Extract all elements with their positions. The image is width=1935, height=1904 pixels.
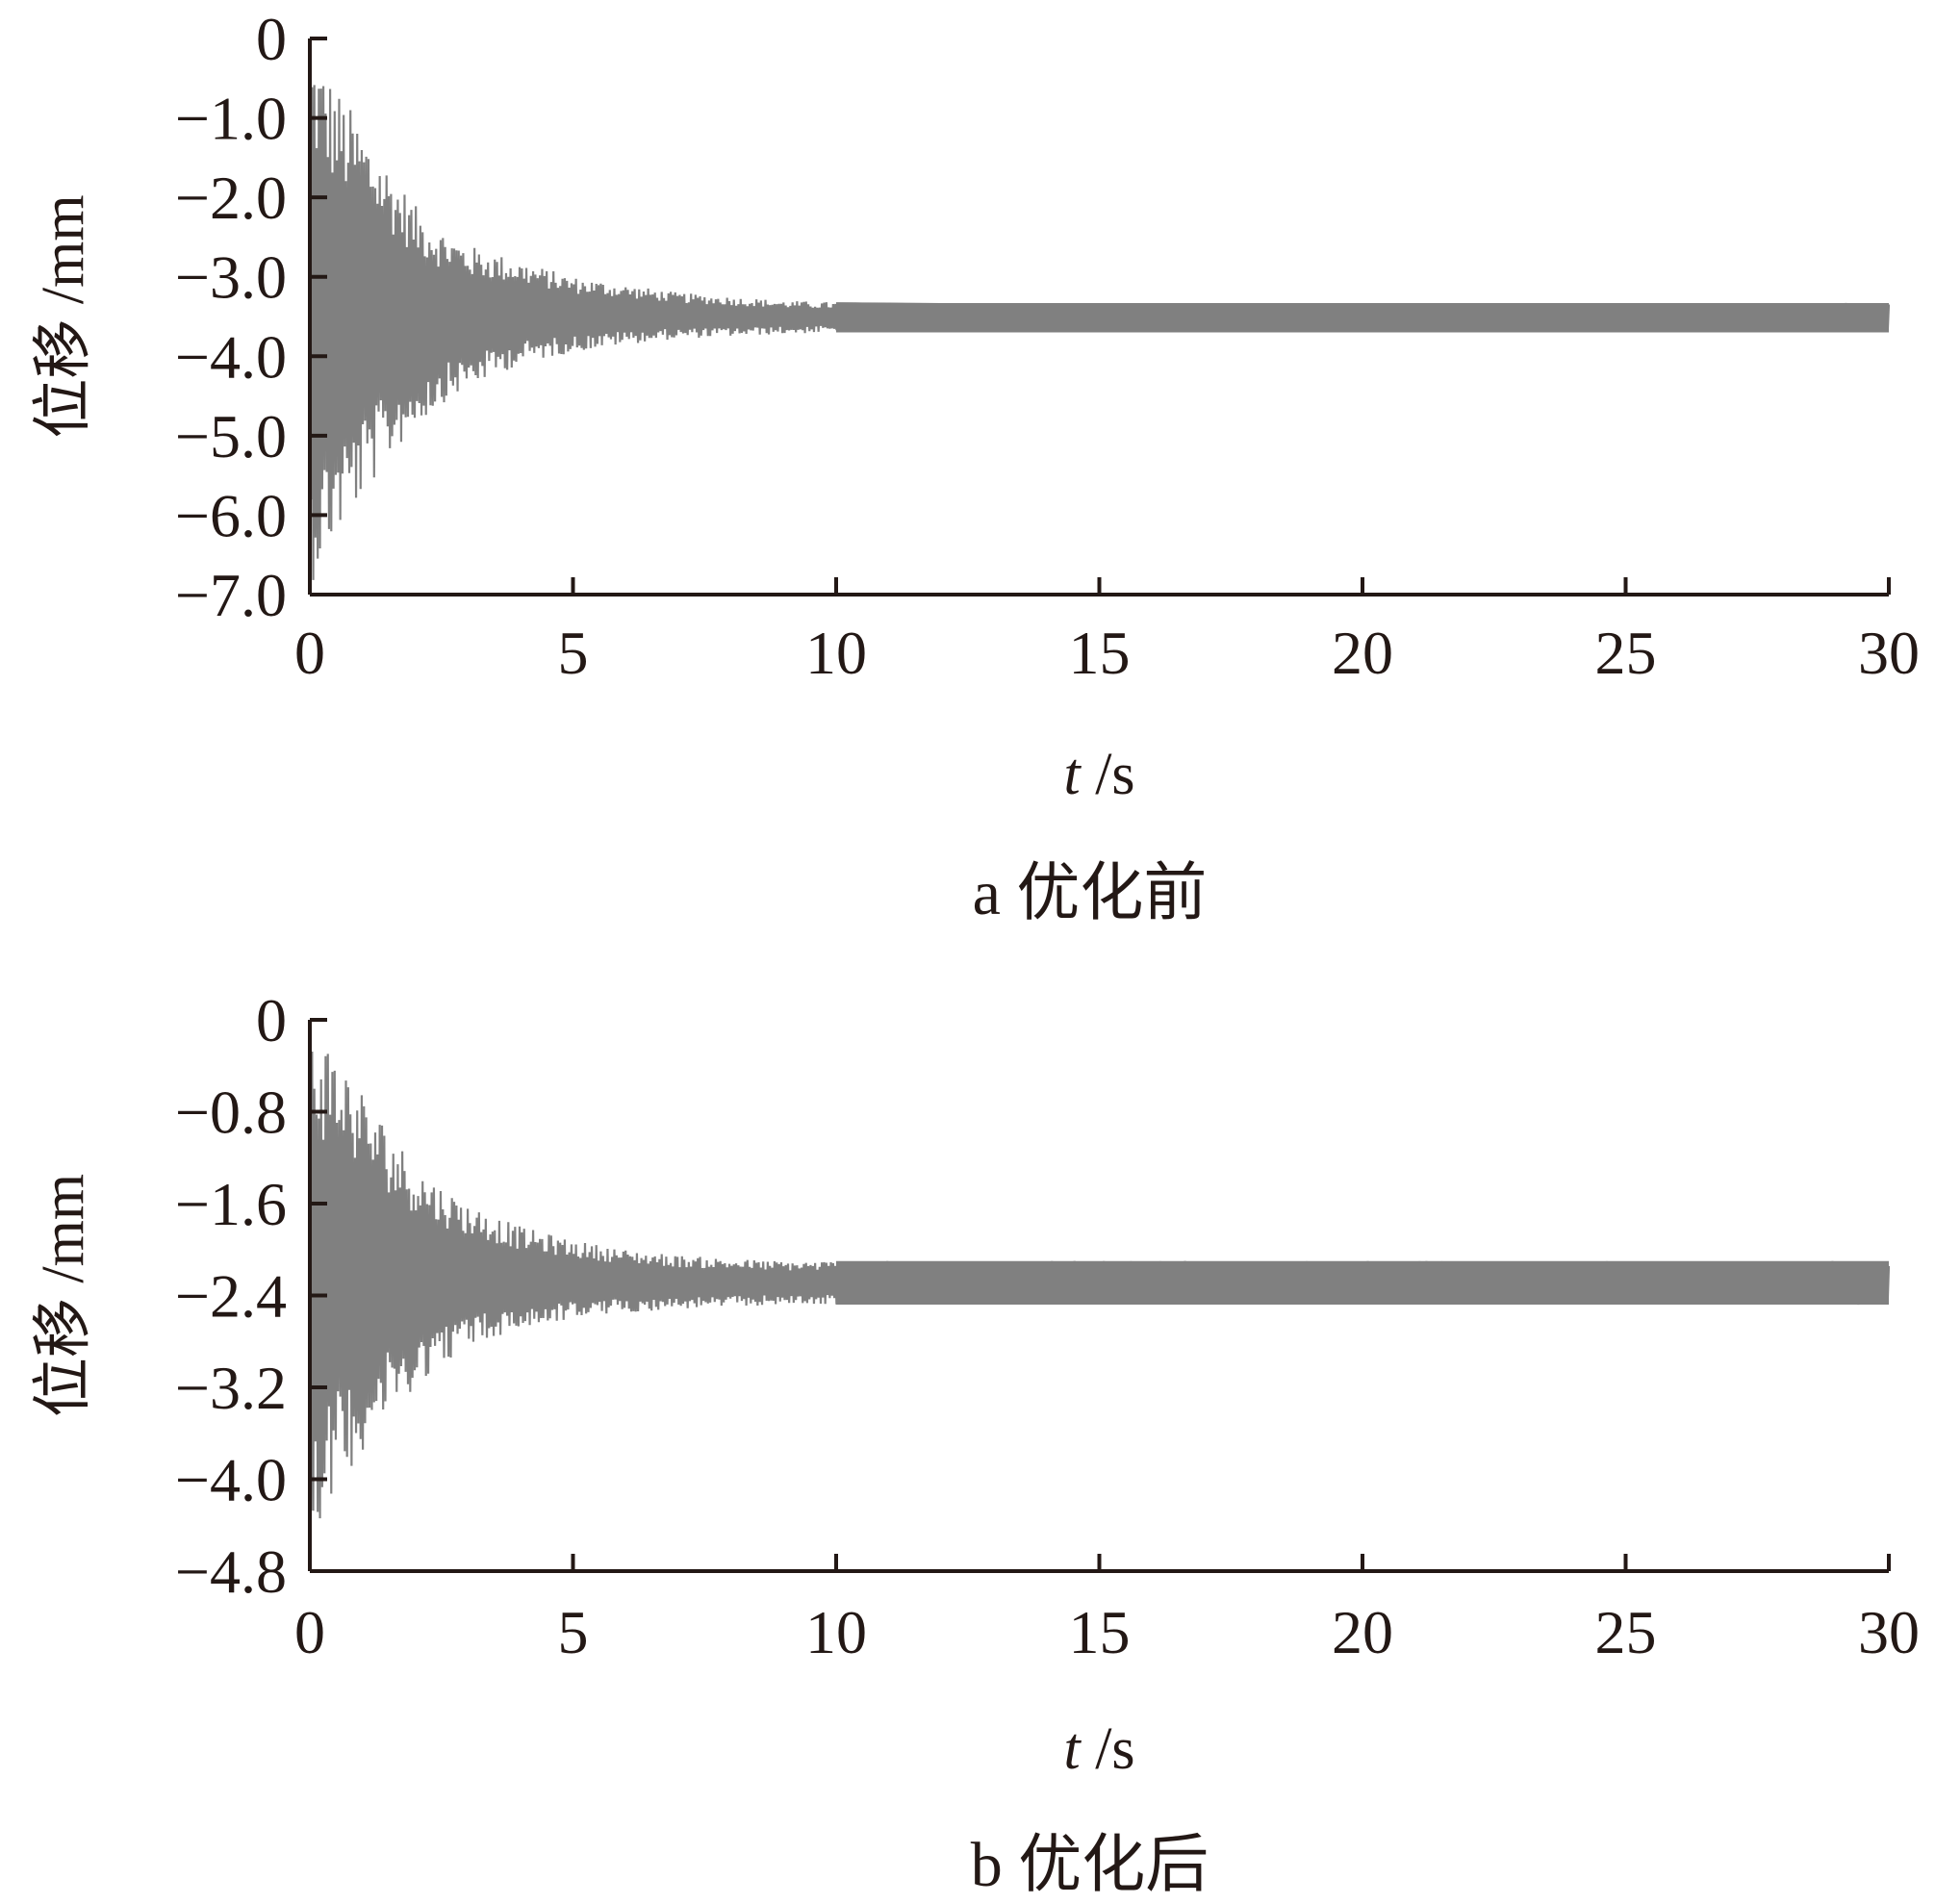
series-band-0 — [836, 1260, 1889, 1306]
y-tick-label: −0.8 — [175, 1079, 287, 1147]
x-tick-label: 0 — [294, 619, 325, 687]
y-tick-label: −2.4 — [175, 1262, 287, 1331]
y-tick-label: −4.8 — [175, 1537, 287, 1606]
y-tick-label: 0 — [256, 986, 287, 1054]
y-axis-label: 位移 /mm — [31, 194, 96, 438]
panel-caption: b 优化后 — [971, 1830, 1209, 1900]
y-tick-label: 0 — [256, 5, 287, 73]
y-tick-label: −3.0 — [175, 243, 287, 312]
y-tick-label: −4.0 — [175, 1446, 287, 1514]
y-tick-label: −6.0 — [175, 481, 287, 549]
x-axis-label-variable: t — [1063, 1716, 1082, 1782]
x-tick-label: 30 — [1858, 1598, 1920, 1666]
y-axis-label: 位移 /mm — [31, 1174, 96, 1417]
panel-caption: a 优化前 — [973, 858, 1208, 928]
x-axis-label: t /s — [1063, 742, 1134, 807]
x-axis-label-unit: /s — [1081, 1716, 1135, 1782]
x-tick-label: 5 — [558, 619, 589, 687]
panel-b: 0−0.8−1.6−2.4−3.2−4.0−4.80 5 10 15 20 25 30t /… — [31, 986, 1920, 1900]
y-tick-label: −1.6 — [175, 1170, 287, 1238]
y-tick-label: −1.0 — [175, 85, 287, 153]
x-tick-label: 15 — [1069, 619, 1131, 687]
y-tick-label: −5.0 — [175, 402, 287, 470]
x-axis-label: t /s — [1063, 1716, 1134, 1782]
y-tick-label: −7.0 — [175, 561, 287, 629]
y-tick-label: −4.0 — [175, 322, 287, 391]
x-tick-label: 20 — [1332, 1598, 1393, 1666]
x-tick-label: 0 — [294, 1598, 325, 1666]
x-axis-label-unit: /s — [1081, 742, 1135, 807]
y-tick-label: −2.0 — [175, 164, 287, 232]
series-band-0 — [836, 302, 1889, 333]
x-tick-label: 25 — [1595, 619, 1657, 687]
x-axis-label-variable: t — [1063, 742, 1082, 807]
x-tick-label: 15 — [1069, 1598, 1131, 1666]
x-tick-label: 30 — [1858, 619, 1920, 687]
x-tick-label: 10 — [805, 1598, 867, 1666]
x-tick-label: 20 — [1332, 619, 1393, 687]
y-tick-label: −3.2 — [175, 1354, 287, 1422]
x-tick-label: 25 — [1595, 1598, 1657, 1666]
x-tick-label: 5 — [558, 1598, 589, 1666]
x-tick-label: 10 — [805, 619, 867, 687]
panel-a: 0−1.0−2.0−3.0−4.0−5.0−6.0−7.00 5 10 15 20 25 3… — [31, 5, 1920, 928]
